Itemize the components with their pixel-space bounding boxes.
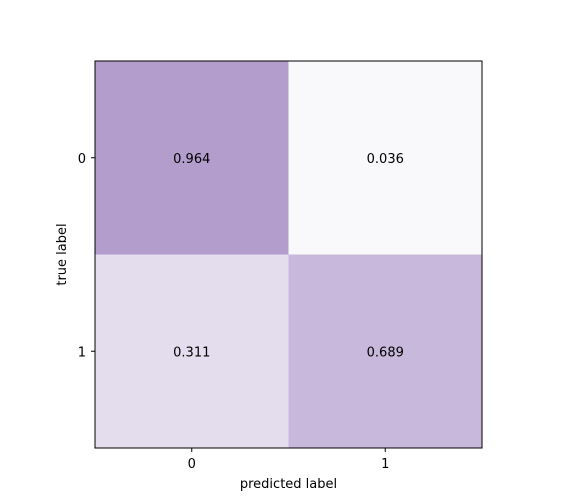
- y-tick-label-1: 1: [78, 345, 86, 360]
- cell-value-labels: 0.964 0.036 0.311 0.689: [173, 152, 404, 361]
- x-tick-label-1: 1: [381, 457, 389, 472]
- heatmap-cell-1-0: [95, 254, 289, 448]
- heatmap-cells: [95, 61, 482, 448]
- x-tick-label-0: 0: [188, 457, 196, 472]
- y-tick-label-0: 0: [78, 152, 86, 167]
- y-axis-label: true label: [55, 223, 70, 285]
- plot-frame: [94, 60, 483, 449]
- y-axis-ticks: 01: [78, 152, 95, 360]
- heatmap-cell-1-1: [288, 254, 482, 448]
- cell-value-label-0-0: 0.964: [173, 152, 210, 167]
- heatmap-cell-0-0: [95, 61, 289, 255]
- cell-value-label-1-0: 0.311: [173, 345, 210, 360]
- cell-value-label-1-1: 0.689: [367, 345, 404, 360]
- x-axis-label: predicted label: [240, 477, 337, 492]
- cell-value-label-0-1: 0.036: [367, 152, 404, 167]
- heatmap-cell-0-1: [288, 61, 482, 255]
